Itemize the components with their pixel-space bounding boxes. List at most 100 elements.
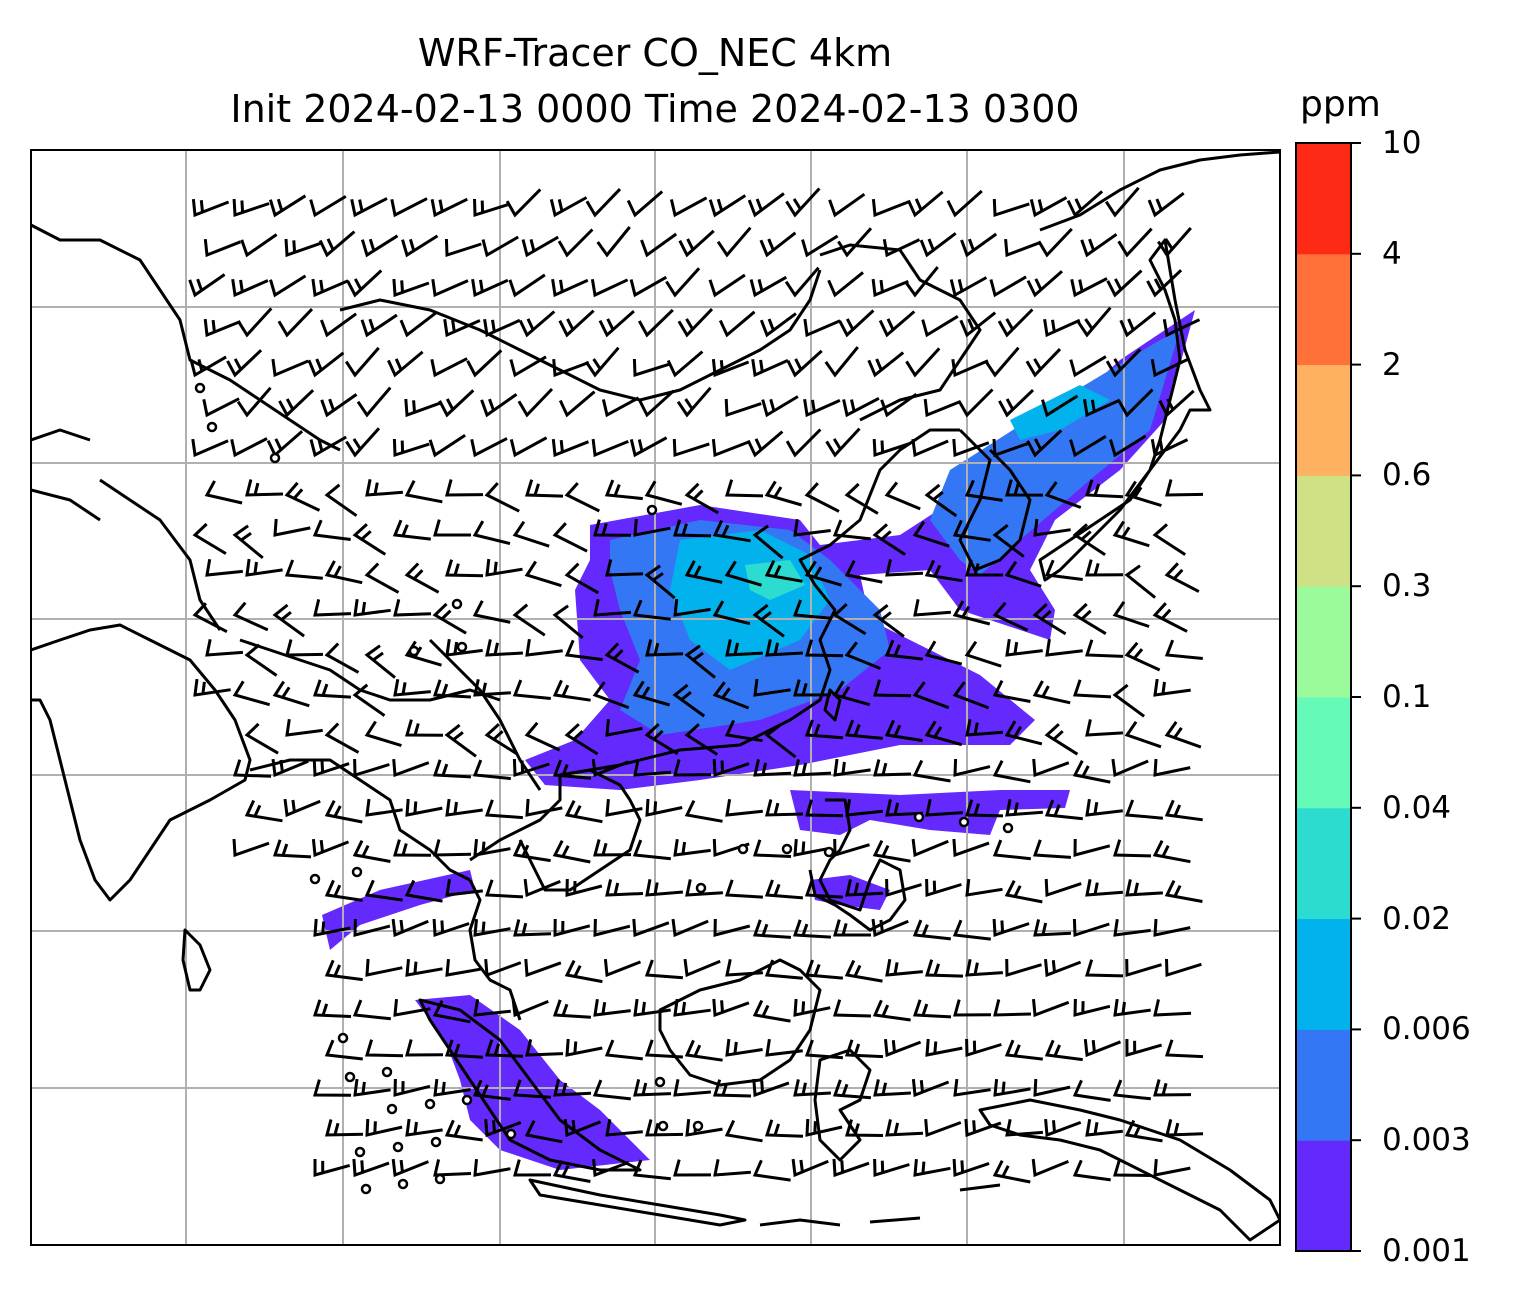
- wind-barb: [1044, 723, 1079, 756]
- wind-barb: [960, 232, 998, 258]
- wind-barb: [752, 1159, 791, 1182]
- calm-wind-marker: [392, 1141, 404, 1153]
- wind-barb: [669, 196, 708, 218]
- wind-barb: [1164, 1039, 1204, 1059]
- wind-barb: [405, 1118, 443, 1137]
- wind-barb: [992, 524, 1025, 558]
- wind-barb: [638, 389, 675, 418]
- wind-barb: [952, 600, 991, 626]
- wind-barb: [965, 878, 1003, 897]
- wind-barb: [192, 602, 228, 634]
- wind-barb: [391, 918, 429, 938]
- wind-barb: [443, 318, 481, 338]
- wind-barb: [645, 879, 684, 897]
- wind-barb: [605, 559, 644, 577]
- wind-barb: [1117, 227, 1153, 258]
- wind-barb: [1041, 394, 1079, 418]
- wind-barb: [553, 918, 591, 937]
- wind-barb: [952, 838, 990, 858]
- wind-barb: [832, 1079, 872, 1100]
- wind-barb: [1162, 318, 1201, 338]
- wind-barb: [473, 198, 510, 218]
- wind-barb: [284, 559, 323, 580]
- wind-barb: [785, 428, 822, 458]
- wind-barb: [524, 560, 562, 588]
- wind-barb: [885, 1119, 924, 1137]
- coast-bay-east: [249, 758, 471, 882]
- wind-barb: [884, 481, 921, 511]
- wind-barb: [957, 388, 994, 418]
- wind-barb: [484, 1118, 522, 1138]
- wind-barb: [205, 639, 244, 657]
- wind-barb: [824, 346, 859, 378]
- wind-barb: [907, 190, 944, 218]
- wind-barb: [924, 1118, 962, 1138]
- wind-barb: [1113, 1159, 1152, 1177]
- wind-barb: [1124, 1119, 1163, 1143]
- wind-barb: [911, 1078, 950, 1098]
- wind-barb: [1033, 518, 1071, 537]
- wind-barb: [752, 839, 792, 858]
- wind-barb: [1073, 838, 1111, 857]
- wind-barb: [1085, 559, 1124, 577]
- wind-barb: [805, 1118, 843, 1137]
- wind-barb: [921, 315, 959, 338]
- wind-barb: [1146, 269, 1183, 298]
- wind-barb: [912, 759, 951, 783]
- wind-barb: [1044, 1039, 1083, 1062]
- wind-barb: [867, 351, 905, 378]
- wind-barb: [952, 919, 991, 941]
- wind-barb: [311, 278, 349, 298]
- wind-barb: [873, 1079, 911, 1097]
- wind-barb: [880, 392, 918, 418]
- wind-barb: [844, 641, 881, 670]
- wind-barb: [236, 386, 272, 418]
- wind-barb: [1084, 639, 1124, 658]
- plume-mid-b: [930, 330, 1180, 575]
- wind-barb: [708, 273, 746, 298]
- wind-barb: [953, 1078, 991, 1097]
- wind-barb: [1117, 388, 1154, 418]
- wind-barb: [993, 999, 1032, 1017]
- wind-barb: [590, 278, 629, 298]
- wind-barb: [232, 198, 270, 218]
- wind-barb: [584, 346, 620, 378]
- wind-barb: [244, 722, 279, 755]
- wind-barb: [884, 719, 923, 743]
- wind-barb: [765, 1038, 803, 1057]
- wind-barb: [392, 519, 431, 541]
- wind-barb: [401, 234, 439, 258]
- wind-barb: [671, 918, 709, 938]
- calm-wind-marker: [505, 1128, 517, 1140]
- wind-barb: [684, 560, 723, 584]
- wind-barb: [485, 558, 523, 577]
- wind-barb: [312, 679, 351, 699]
- wind-barb: [1158, 389, 1195, 418]
- wind-barb: [965, 959, 1004, 977]
- wind-barb: [1005, 638, 1043, 657]
- wind-barb: [827, 271, 864, 298]
- wind-barb: [230, 437, 268, 458]
- wind-barb: [404, 398, 442, 418]
- wind-barb: [444, 723, 477, 758]
- wind-barb: [392, 438, 430, 458]
- wind-barb: [964, 640, 1002, 668]
- wind-barb: [1072, 918, 1110, 938]
- wind-barb: [804, 482, 840, 513]
- wind-barb: [1066, 190, 1104, 218]
- calm-wind-marker: [206, 421, 218, 433]
- wind-barb: [764, 879, 804, 900]
- wind-barb: [266, 430, 304, 458]
- wind-barb: [365, 1118, 403, 1137]
- wind-barb: [558, 390, 596, 418]
- coast-philippines: [808, 798, 907, 932]
- wind-barb: [1153, 1079, 1192, 1097]
- wind-barb: [1085, 1118, 1123, 1137]
- wind-barb: [793, 1079, 831, 1097]
- coast-sulawesi: [813, 1048, 872, 1162]
- wind-barb: [872, 438, 910, 458]
- wind-barb: [905, 347, 941, 378]
- wind-barb: [832, 1158, 870, 1178]
- wind-barb: [1164, 562, 1200, 593]
- wind-barb: [833, 838, 870, 858]
